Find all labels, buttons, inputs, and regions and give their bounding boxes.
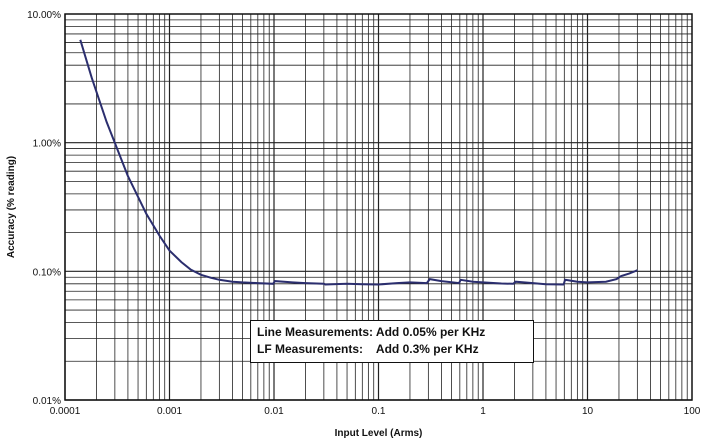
x-axis-label: Input Level (Arms)	[335, 428, 423, 439]
x-tick-label: 1	[480, 406, 486, 417]
series-line	[79, 39, 638, 286]
y-tick-label: 10.00%	[27, 10, 61, 21]
y-tick-label: 0.10%	[33, 267, 61, 278]
tick-labels: 0.0001 0.001 0.01 0.1 1 10 100 0.01% 0.10% 1.00% 1…	[27, 10, 701, 417]
annotation-lf-measurements: LF Measurements: Add 0.3% per KHz	[257, 342, 479, 356]
x-tick-label: 0.0001	[50, 406, 81, 417]
x-tick-label: 10	[582, 406, 594, 417]
annotation-box: Line Measurements: Add 0.05% per KHz LF …	[250, 320, 534, 363]
y-tick-label: 1.00%	[33, 139, 61, 150]
x-tick-label: 0.1	[372, 406, 386, 417]
y-axis-label: Accuracy (% reading)	[6, 156, 17, 258]
annotation-line-measurements: Line Measurements: Add 0.05% per KHz	[257, 325, 486, 339]
x-tick-label: 0.01	[264, 406, 284, 417]
y-tick-label: 0.01%	[33, 396, 61, 407]
plot-frame	[64, 13, 693, 401]
x-tick-label: 0.001	[157, 406, 182, 417]
x-tick-label: 100	[684, 406, 701, 417]
